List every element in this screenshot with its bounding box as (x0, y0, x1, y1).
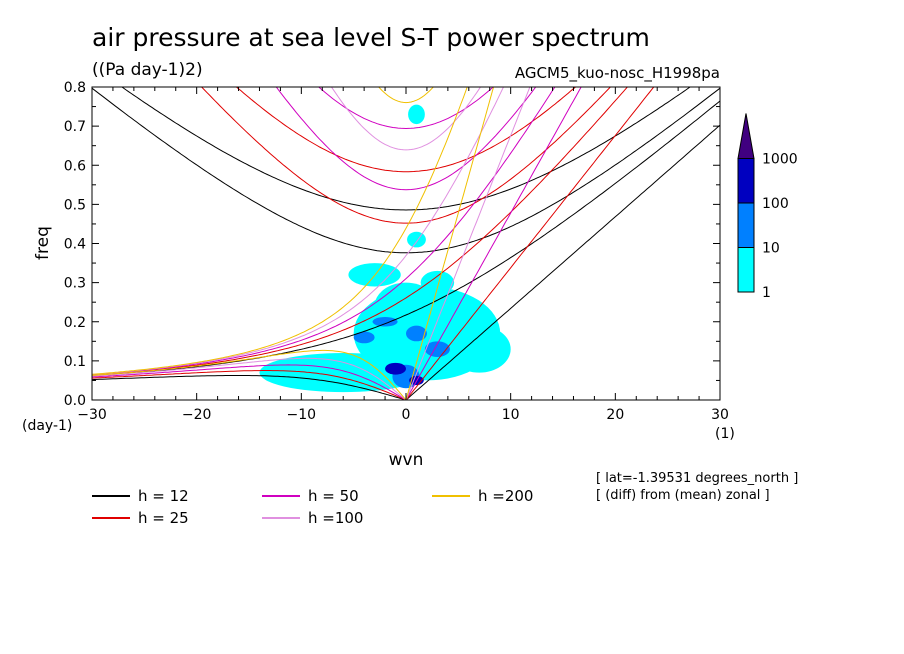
curve-h200-2 (378, 87, 434, 104)
curve-h25-1 (92, 87, 629, 376)
curve-h200-3 (92, 0, 720, 16)
curve-h25-3 (235, 87, 577, 173)
colorbar-segment-0 (737, 247, 755, 293)
power-blob-1 (259, 353, 427, 393)
y-unit-label: (day-1) (22, 418, 72, 434)
y-tick-label: 0.2 (64, 315, 86, 331)
legend-label-h12: h = 12 (138, 487, 189, 505)
curve-h50-4 (92, 364, 407, 400)
y-tick-label: 0.3 (64, 276, 86, 292)
curve-h50-1 (92, 87, 556, 376)
x-tick-label: −10 (287, 407, 317, 423)
power-blob-6 (408, 104, 425, 125)
colorbar: 1 10 100 1000 (737, 113, 798, 301)
curve-h50-0 (405, 87, 582, 400)
y-tick-label: 0.7 (64, 119, 86, 135)
legend-label-h25: h = 25 (138, 509, 189, 527)
power-blob-10 (406, 325, 427, 342)
curve-h12-2 (92, 87, 720, 254)
y-axis-label: freq (33, 226, 53, 260)
curve-h12-1 (92, 100, 720, 377)
colorbar-label: 10 (762, 241, 780, 257)
colorbar-label: 1 (762, 285, 771, 301)
x-tick-label: −30 (77, 407, 107, 423)
curve-h200-0 (405, 87, 495, 400)
note-latitude: [ lat=-1.39531 degrees_north ] (596, 471, 798, 486)
legend-label-h100: h =100 (308, 509, 363, 527)
colorbar-extend-triangle (737, 113, 755, 159)
y-tick-label: 0.1 (64, 354, 86, 370)
dispersion-curves (92, 0, 720, 400)
colorbar-label: 100 (762, 196, 789, 212)
x-tick-label: 10 (502, 407, 520, 423)
curve-h25-2 (200, 87, 612, 224)
x-axis-label: wvn (389, 450, 424, 470)
y-tick-label: 0.6 (64, 158, 86, 174)
y-tick-label: 0.8 (64, 80, 86, 96)
x-tick-label: 20 (606, 407, 624, 423)
curve-h25-4 (92, 370, 407, 400)
legend-label-h50: h = 50 (308, 487, 359, 505)
dataset-label: AGCM5_kuo-nosc_H1998pa (515, 64, 720, 83)
x-tick-label: 30 (711, 407, 729, 423)
colorbar-label: 1000 (762, 152, 798, 168)
legend: h = 12 h = 25 h = 50 h =100 h =200 (92, 487, 533, 527)
x-tick-label: −20 (182, 407, 212, 423)
y-tick-label: 0.4 (64, 237, 86, 253)
curve-h50-3 (318, 87, 494, 130)
colorbar-segment-1 (737, 202, 755, 248)
y-tick-label: 0.5 (64, 197, 86, 213)
power-blob-11 (353, 331, 375, 344)
curve-h100-0 (405, 87, 531, 400)
x-tick-label: 0 (402, 407, 411, 423)
legend-label-h200: h =200 (478, 487, 533, 505)
curve-h200-4 (92, 349, 407, 400)
curve-h100-1 (92, 87, 505, 375)
power-blob-8 (372, 317, 398, 327)
curve-h12-0 (405, 124, 720, 400)
curve-h200-1 (92, 87, 468, 375)
curve-h50-2 (275, 87, 537, 191)
power-blob-3 (447, 325, 511, 373)
curve-h25-0 (405, 87, 655, 400)
power-blob-13 (385, 362, 406, 375)
chart-title: air pressure at sea level S-T power spec… (92, 23, 650, 52)
y-tick-label: 0.0 (64, 393, 86, 409)
note-diff: [ (diff) from (mean) zonal ] (596, 488, 770, 503)
curve-h12-4 (92, 375, 407, 400)
curve-h100-4 (92, 357, 407, 400)
axis-ticks: −30 −20 −10 0 10 20 30 0.0 0.1 0.2 0.3 0.4 0.5 0.6 0.7… (64, 80, 729, 423)
curve-h100-2 (330, 87, 482, 151)
chart-units: ((Pa day-1)2) (92, 60, 203, 80)
x-unit-label: (1) (715, 426, 735, 442)
power-blob-4 (420, 270, 455, 295)
power-blob-7 (407, 231, 426, 248)
colorbar-segment-2 (737, 158, 755, 204)
